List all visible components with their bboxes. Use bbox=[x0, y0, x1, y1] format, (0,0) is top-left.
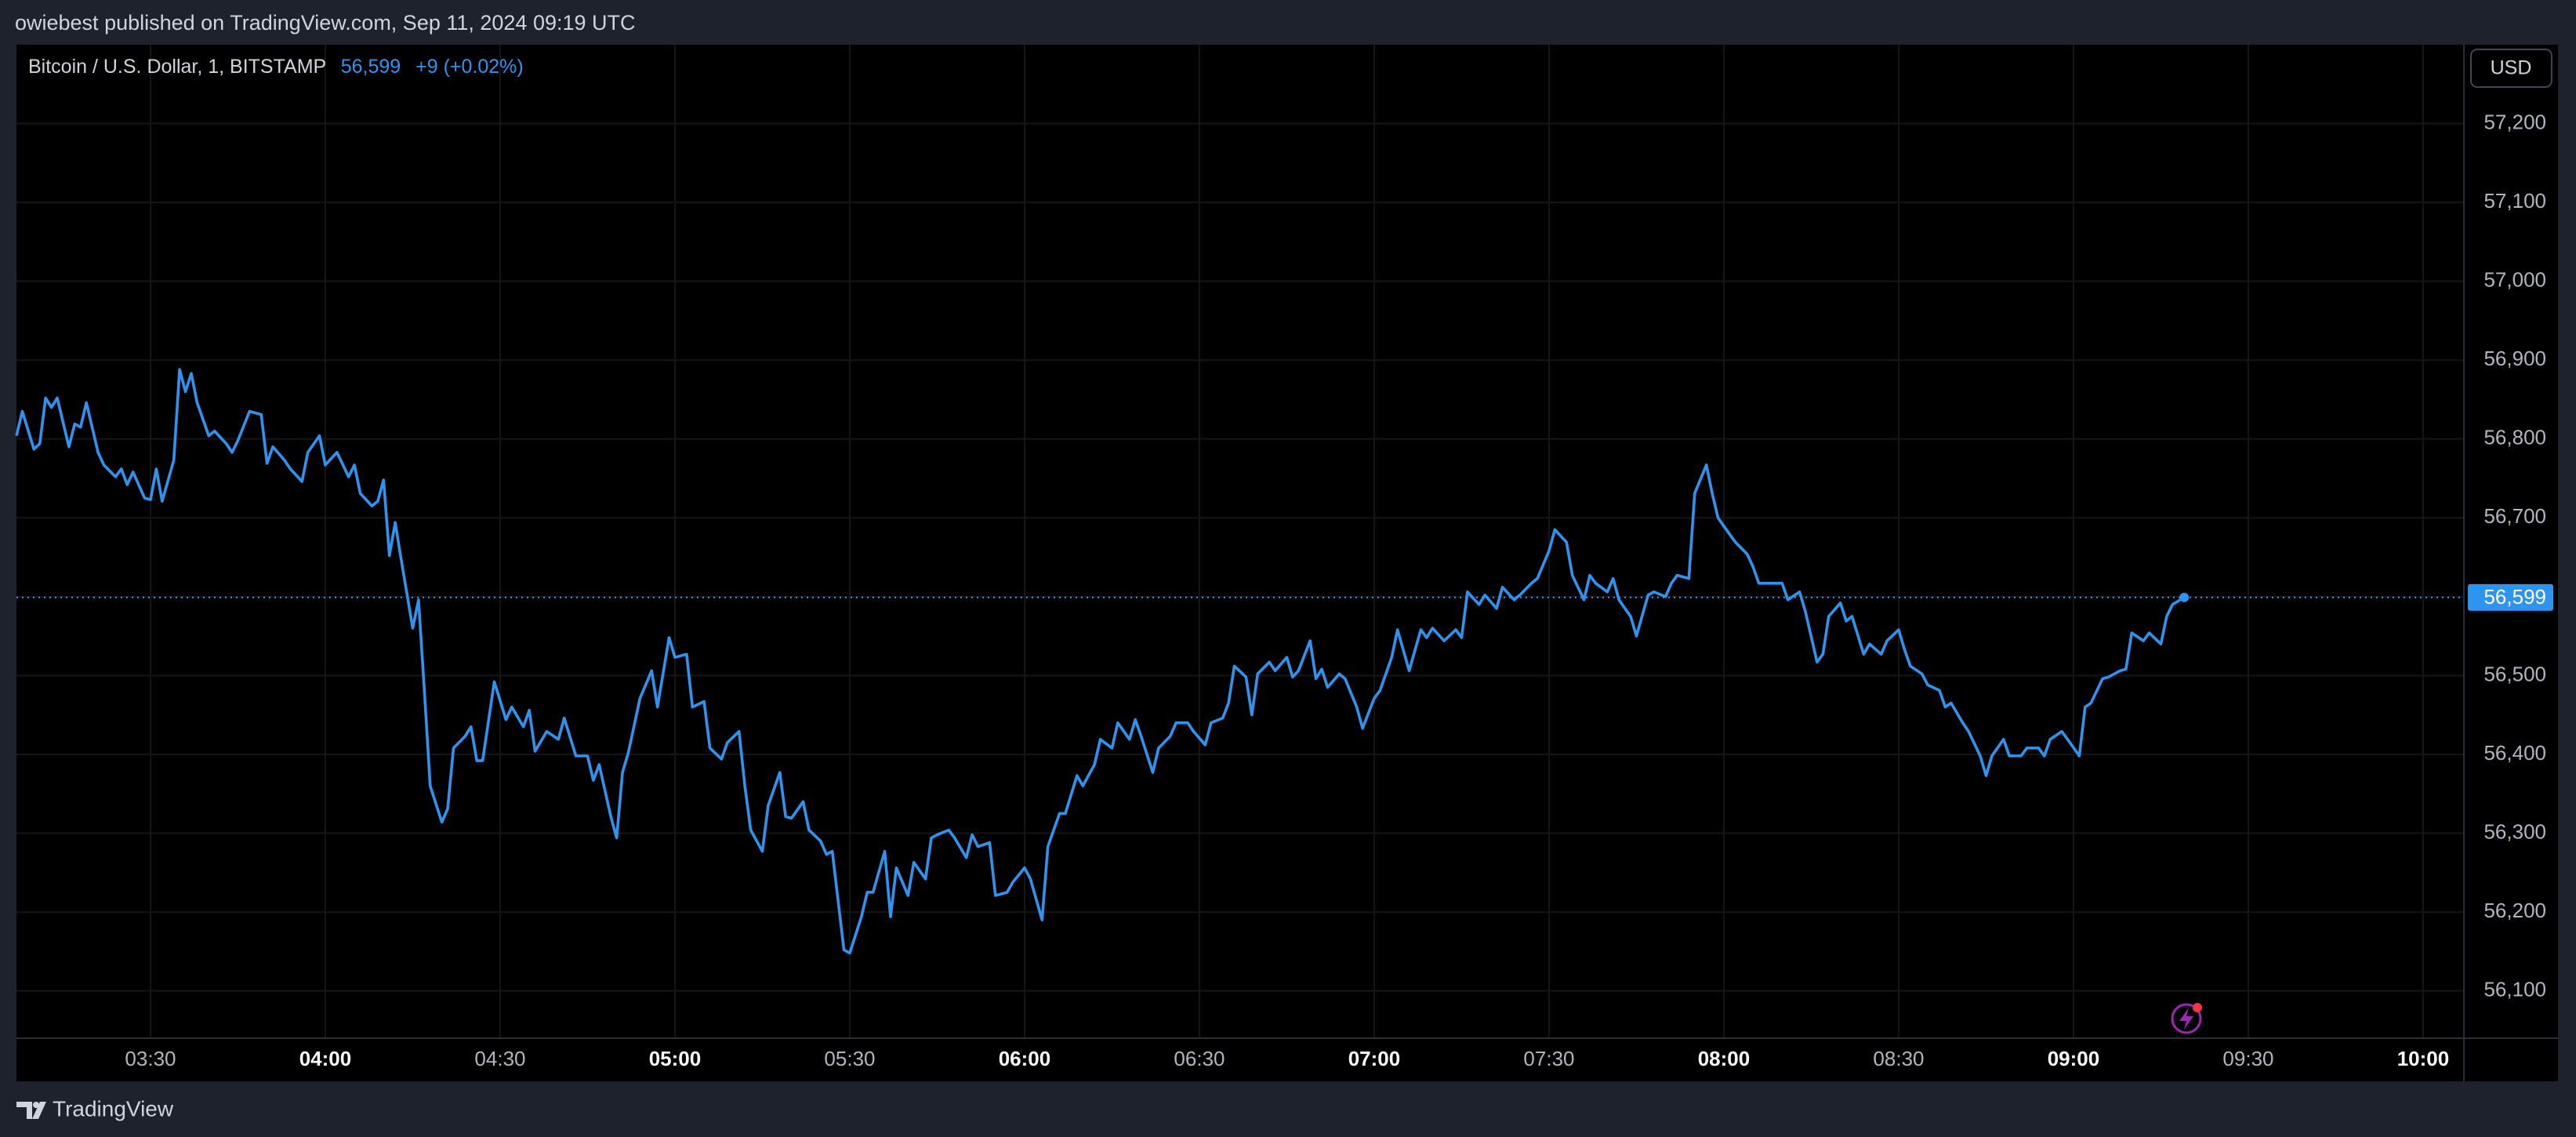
price-badge-label: 56,599 bbox=[2483, 585, 2546, 608]
legend: Bitcoin / U.S. Dollar, 1, BITSTAMP 56,59… bbox=[28, 56, 524, 78]
y-tick-label: 57,200 bbox=[2483, 110, 2546, 133]
price-line bbox=[15, 368, 2186, 955]
y-tick-label: 57,100 bbox=[2483, 189, 2546, 213]
logo-mark-t[interactable] bbox=[16, 1102, 32, 1119]
logo-mark-slash[interactable] bbox=[32, 1102, 46, 1119]
publish-header: owiebest published on TradingView.com, S… bbox=[15, 11, 636, 35]
legend-price: 56,599 bbox=[341, 56, 401, 78]
alert-icon[interactable] bbox=[2171, 1003, 2202, 1034]
currency-button-frame[interactable] bbox=[2470, 49, 2552, 88]
x-tick-label: 08:00 bbox=[1698, 1047, 1751, 1070]
x-tick-label: 05:00 bbox=[649, 1047, 702, 1070]
y-tick-label: 56,900 bbox=[2483, 347, 2546, 370]
x-tick-label: 04:30 bbox=[474, 1047, 525, 1070]
y-tick-label: 56,200 bbox=[2483, 899, 2546, 922]
x-tick-label: 09:00 bbox=[2048, 1047, 2100, 1070]
legend-title: Bitcoin / U.S. Dollar, 1, BITSTAMP bbox=[28, 56, 326, 78]
currency-button[interactable]: USD bbox=[2470, 49, 2552, 88]
y-tick-label: 56,800 bbox=[2483, 426, 2546, 449]
footer-brand[interactable]: TradingView bbox=[53, 1096, 174, 1121]
x-tick-label: 03:30 bbox=[125, 1047, 176, 1070]
x-tick-label: 07:30 bbox=[1523, 1047, 1574, 1070]
alert-icon-bolt[interactable] bbox=[2179, 1008, 2193, 1030]
x-tick-label: 09:30 bbox=[2222, 1047, 2273, 1070]
x-tick-label: 08:30 bbox=[1873, 1047, 1924, 1070]
y-tick-label: 57,000 bbox=[2483, 268, 2546, 292]
currency-button-label[interactable]: USD bbox=[2491, 57, 2532, 79]
x-tick-label: 10:00 bbox=[2397, 1047, 2450, 1070]
y-tick-label: 56,100 bbox=[2483, 978, 2546, 1001]
plot bbox=[15, 368, 2464, 955]
legend-change: +9 (+0.02%) bbox=[415, 56, 524, 78]
price-badge bbox=[2468, 583, 2553, 611]
grid bbox=[16, 45, 2464, 1038]
alert-icon-ring[interactable] bbox=[2171, 1003, 2202, 1034]
y-tick-label: 56,300 bbox=[2483, 819, 2546, 843]
x-tick-label: 07:00 bbox=[1348, 1047, 1401, 1070]
x-tick-label: 05:30 bbox=[824, 1047, 875, 1070]
x-tick-label: 06:30 bbox=[1174, 1047, 1225, 1070]
last-price-dot bbox=[2179, 592, 2190, 602]
logo-mark-dot[interactable] bbox=[33, 1102, 39, 1108]
x-tick-label: 04:00 bbox=[299, 1047, 352, 1070]
x-tick-label: 06:00 bbox=[999, 1047, 1051, 1070]
footer-logo[interactable]: TradingView bbox=[16, 1096, 174, 1121]
chart-panel bbox=[16, 45, 2558, 1081]
alert-icon-dot[interactable] bbox=[2193, 1003, 2202, 1012]
y-tick-label: 56,400 bbox=[2483, 741, 2546, 765]
y-tick-label: 56,700 bbox=[2483, 504, 2546, 528]
y-tick-label: 56,500 bbox=[2483, 662, 2546, 685]
